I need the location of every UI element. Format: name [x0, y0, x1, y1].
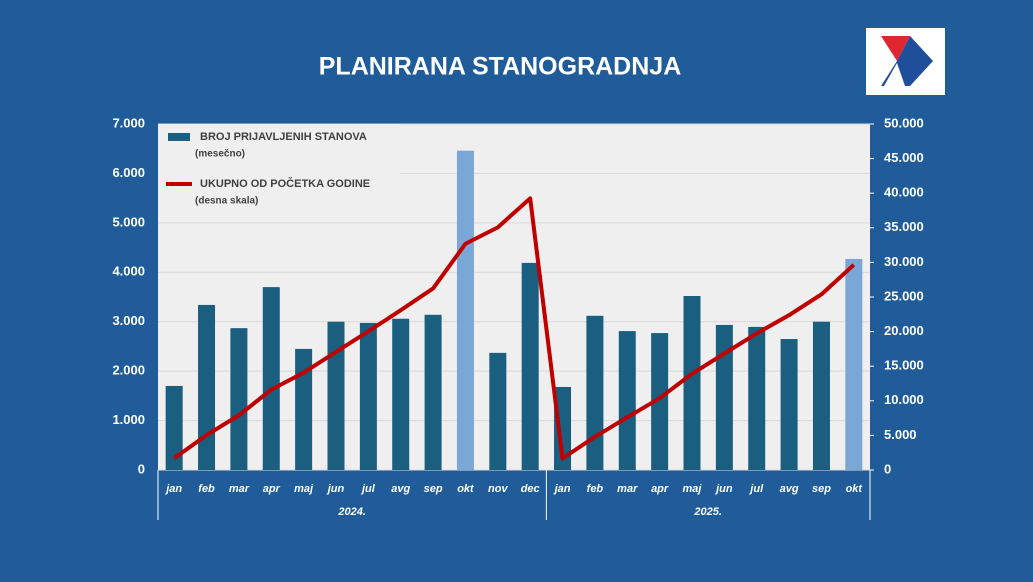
- x-tick-label: jul: [748, 483, 764, 495]
- bar: [230, 328, 248, 470]
- x-tick-label: jul: [360, 483, 376, 495]
- x-tick-label: avg: [391, 483, 410, 495]
- y-tick-label: 3.000: [112, 313, 145, 328]
- x-tick-label: jan: [164, 483, 182, 495]
- x-tick-label: apr: [651, 483, 669, 495]
- bar: [392, 318, 410, 470]
- y2-tick-label: 20.000: [884, 323, 924, 338]
- x-tick-label: okt: [457, 483, 475, 495]
- y2-tick-label: 25.000: [884, 288, 924, 303]
- bar: [521, 262, 539, 470]
- bar: [748, 326, 766, 470]
- bar: [780, 339, 798, 470]
- bar: [327, 321, 345, 470]
- logo: [866, 28, 945, 95]
- y2-tick-label: 50.000: [884, 115, 924, 130]
- y2-tick-label: 10.000: [884, 392, 924, 407]
- x-tick-label: sep: [812, 483, 831, 495]
- bar: [812, 321, 830, 470]
- bar: [845, 258, 863, 470]
- y2-tick-label: 45.000: [884, 150, 924, 165]
- x-tick-label: mar: [229, 483, 250, 495]
- bar: [198, 304, 216, 470]
- y2-tick-label: 30.000: [884, 254, 924, 269]
- bar: [586, 315, 604, 470]
- y2-tick-label: 15.000: [884, 358, 924, 373]
- bar: [554, 386, 572, 470]
- bar: [618, 331, 636, 470]
- x-tick-label: feb: [587, 483, 604, 495]
- bar: [651, 333, 669, 470]
- y-tick-label: 2.000: [112, 363, 145, 378]
- y-tick-label: 1.000: [112, 412, 145, 427]
- x-tick-label: jun: [714, 483, 733, 495]
- line: [173, 196, 856, 461]
- legend-note: (mesečno): [195, 149, 245, 160]
- legend-note: (desna skala): [195, 196, 258, 207]
- x-tick-label: sep: [424, 483, 443, 495]
- bar: [424, 314, 442, 470]
- y-tick-label: 0: [138, 461, 145, 476]
- chart-title: PLANIRANA STANOGRADNJA: [319, 53, 682, 81]
- group-label: 2025.: [693, 506, 722, 518]
- x-tick-label: okt: [846, 483, 864, 495]
- bar: [489, 352, 507, 470]
- bar: [295, 348, 313, 470]
- y2-tick-label: 5.000: [884, 427, 917, 442]
- legend-label: BROJ PRIJAVLJENIH STANOVA: [200, 131, 367, 143]
- y2-tick-label: 35.000: [884, 219, 924, 234]
- legend-box: [158, 124, 400, 212]
- y-tick-label: 6.000: [112, 165, 145, 180]
- y-tick-label: 5.000: [112, 214, 145, 229]
- y2-tick-label: 0: [884, 461, 891, 476]
- y-tick-label: 4.000: [112, 264, 145, 279]
- x-tick-label: maj: [683, 483, 703, 495]
- bar: [715, 324, 733, 470]
- legend-swatch: [168, 133, 190, 141]
- y-tick-label: 7.000: [112, 115, 145, 130]
- x-tick-label: jan: [553, 483, 571, 495]
- x-tick-label: dec: [521, 483, 540, 495]
- x-tick-label: nov: [488, 483, 508, 495]
- x-tick-label: jun: [326, 483, 345, 495]
- bar: [359, 322, 377, 470]
- y2-tick-label: 40.000: [884, 185, 924, 200]
- bar: [456, 150, 474, 471]
- x-tick-label: avg: [780, 483, 799, 495]
- x-tick-label: feb: [198, 483, 215, 495]
- bar: [262, 287, 280, 470]
- group-label: 2024.: [337, 506, 366, 518]
- x-tick-label: apr: [263, 483, 281, 495]
- bar: [683, 296, 701, 470]
- x-tick-label: maj: [294, 483, 314, 495]
- bar: [165, 385, 183, 470]
- x-tick-label: mar: [617, 483, 638, 495]
- legend-label: UKUPNO OD POČETKA GODINE: [200, 177, 370, 190]
